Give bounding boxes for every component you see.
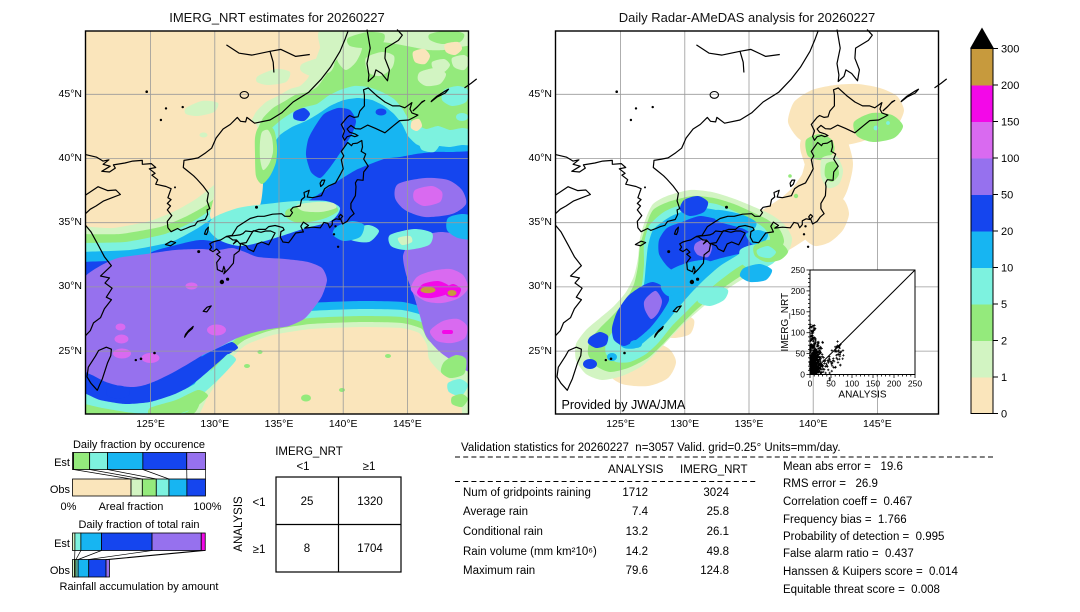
svg-text:150: 150	[1001, 117, 1019, 129]
svg-text:IMERG_NRT: IMERG_NRT	[780, 293, 791, 352]
svg-text:Est: Est	[54, 538, 70, 550]
svg-text:200: 200	[1001, 80, 1019, 92]
svg-text:250: 250	[908, 379, 922, 389]
svg-text:Obs: Obs	[50, 484, 71, 496]
svg-text:Est: Est	[54, 457, 70, 469]
svg-text:1320: 1320	[357, 496, 383, 508]
svg-text:0: 0	[808, 379, 813, 389]
svg-text:Rainfall accumulation by amoun: Rainfall accumulation by amount	[60, 581, 219, 593]
svg-text:0: 0	[1001, 409, 1007, 421]
svg-text:5: 5	[1001, 299, 1007, 311]
svg-text:1: 1	[1001, 372, 1007, 384]
svg-text:0%: 0%	[61, 501, 77, 513]
svg-text:0: 0	[800, 370, 805, 380]
svg-text:Provided by JWA/JMA: Provided by JWA/JMA	[562, 398, 687, 412]
svg-text:1704: 1704	[357, 543, 383, 555]
svg-text:100: 100	[791, 328, 805, 338]
svg-text:Daily fraction by occurence: Daily fraction by occurence	[73, 439, 205, 451]
svg-text:≥1: ≥1	[253, 544, 266, 556]
svg-text:150: 150	[791, 307, 805, 317]
svg-text:8: 8	[304, 543, 310, 555]
svg-text:50: 50	[1001, 190, 1013, 202]
svg-text:Daily fraction of total rain: Daily fraction of total rain	[78, 519, 199, 531]
svg-text:150: 150	[866, 379, 880, 389]
svg-text:250: 250	[791, 265, 805, 275]
svg-text:50: 50	[826, 379, 836, 389]
svg-text:25: 25	[301, 496, 314, 508]
svg-text:IMERG_NRT: IMERG_NRT	[275, 446, 343, 458]
svg-text:ANALYSIS: ANALYSIS	[233, 496, 245, 552]
svg-text:<1: <1	[252, 497, 265, 509]
svg-text:10: 10	[1001, 263, 1013, 275]
svg-text:100: 100	[845, 379, 859, 389]
svg-text:100: 100	[1001, 153, 1019, 165]
svg-text:50: 50	[796, 349, 806, 359]
svg-text:Obs: Obs	[50, 565, 71, 577]
svg-text:ANALYSIS: ANALYSIS	[838, 390, 886, 401]
svg-text:≥1: ≥1	[363, 461, 376, 473]
svg-text:200: 200	[791, 286, 805, 296]
svg-text:100%: 100%	[193, 501, 221, 513]
svg-text:2: 2	[1001, 336, 1007, 348]
svg-text:Areal fraction: Areal fraction	[99, 501, 164, 513]
svg-text:200: 200	[887, 379, 901, 389]
svg-text:20: 20	[1001, 226, 1013, 238]
svg-text:300: 300	[1001, 44, 1019, 56]
svg-text:<1: <1	[296, 461, 309, 473]
